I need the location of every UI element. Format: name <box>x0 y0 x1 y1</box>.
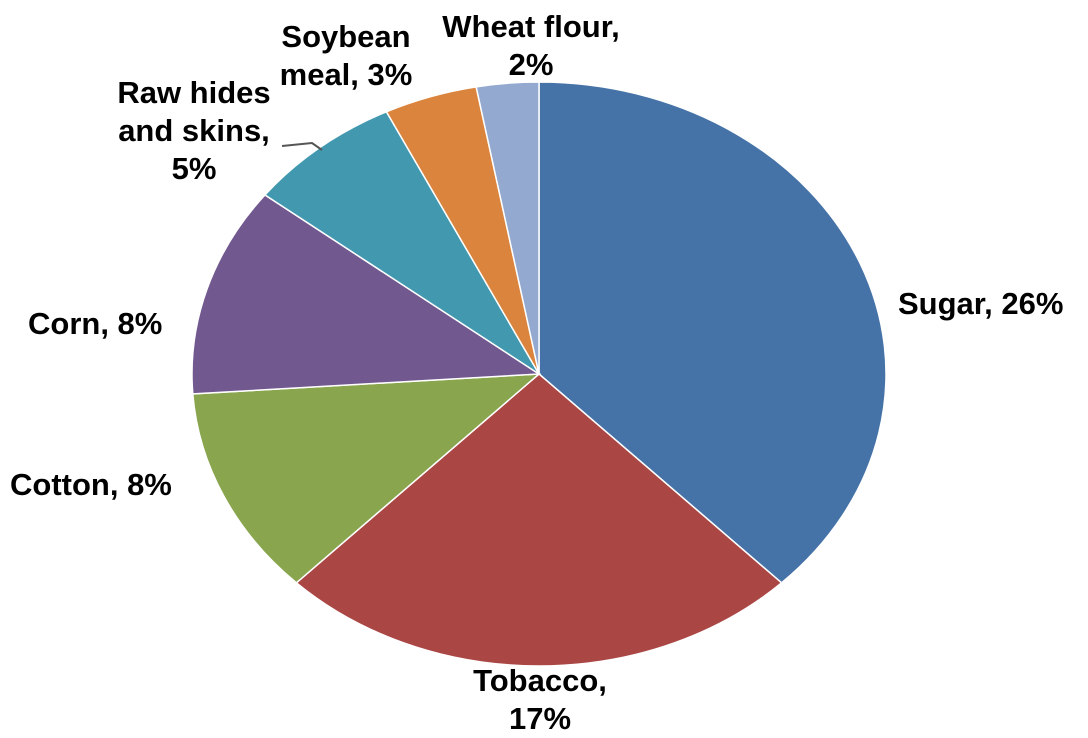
slice-label-wheat-flour: Wheat flour, 2% <box>442 9 620 82</box>
pie-slice-tobacco <box>295 373 783 667</box>
pie-slice-corn <box>191 193 542 395</box>
slice-label-corn: Corn, 8% <box>28 306 163 341</box>
pie-slice-sugar <box>538 81 887 584</box>
slice-label-tobacco: Tobacco, 17% <box>473 663 607 736</box>
slice-label-raw-hides-and-skins: Raw hides and skins, 5% <box>117 75 271 186</box>
slice-label-sugar: Sugar, 26% <box>898 286 1064 321</box>
pie-slice-wheat-flour <box>475 81 540 375</box>
slice-label-cotton: Cotton, 8% <box>10 467 172 502</box>
pie-slice-cotton <box>191 373 542 584</box>
raw-hides-leader-line <box>281 141 323 151</box>
slice-label-soybean-meal: Soybean meal, 3% <box>279 19 413 92</box>
